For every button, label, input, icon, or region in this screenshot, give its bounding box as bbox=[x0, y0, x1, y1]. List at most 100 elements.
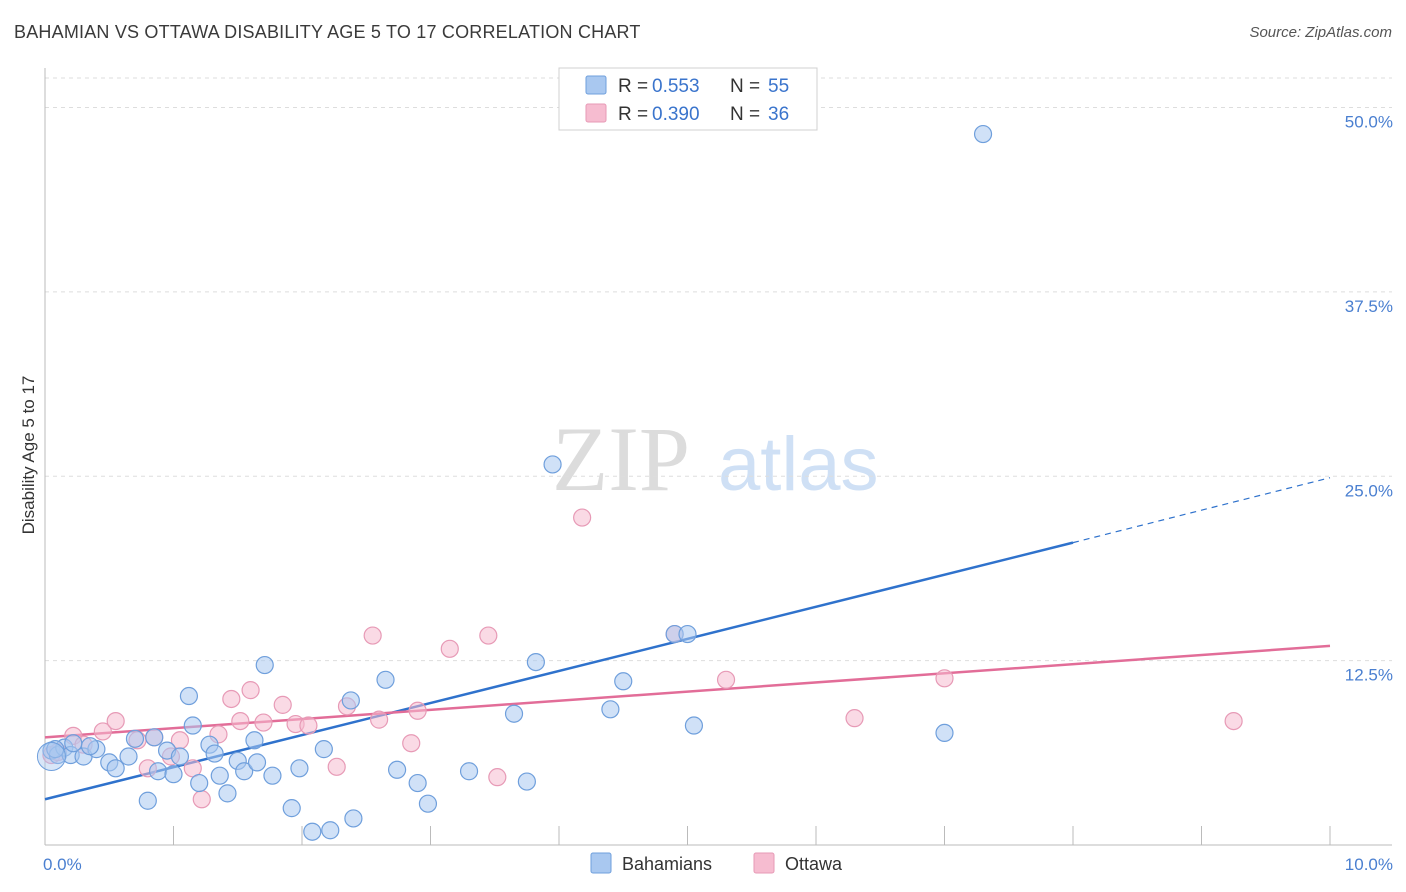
point-ottawa bbox=[222, 689, 241, 709]
point-ottawa bbox=[363, 626, 382, 645]
point-bahamians bbox=[517, 772, 536, 791]
legend-n-label-ottawa: N = bbox=[730, 104, 760, 125]
point-bahamians bbox=[190, 773, 209, 793]
point-bahamians bbox=[341, 691, 360, 710]
point-ottawa bbox=[845, 709, 864, 728]
source-credit: Source: ZipAtlas.com bbox=[1249, 24, 1392, 41]
point-bahamians bbox=[218, 784, 237, 803]
legend-swatch-ottawa bbox=[585, 103, 607, 123]
x-tick-label: 0.0% bbox=[43, 855, 82, 874]
point-bahamians bbox=[164, 765, 183, 784]
point-bahamians bbox=[935, 723, 954, 743]
point-ottawa bbox=[106, 711, 125, 731]
axes bbox=[44, 68, 1392, 846]
point-bahamians bbox=[210, 766, 229, 785]
legend-swatch-bahamians bbox=[585, 75, 607, 95]
point-bahamians bbox=[290, 759, 309, 778]
y-axis-label: Disability Age 5 to 17 bbox=[19, 376, 38, 535]
point-bahamians bbox=[145, 728, 164, 747]
point-bahamians bbox=[543, 455, 562, 474]
point-ottawa bbox=[241, 681, 260, 700]
point-ottawa bbox=[573, 508, 592, 527]
point-bahamians bbox=[255, 655, 274, 675]
point-ottawa bbox=[440, 639, 459, 658]
point-bahamians bbox=[526, 652, 545, 672]
y-tick-label: 37.5% bbox=[1345, 297, 1393, 316]
point-ottawa bbox=[408, 701, 427, 720]
legend-n-value-ottawa: 36 bbox=[768, 104, 789, 125]
point-ottawa bbox=[935, 669, 954, 688]
point-ottawa bbox=[327, 757, 346, 776]
trend-line-bahamians-extension bbox=[1072, 477, 1331, 544]
x-tick-label: 10.0% bbox=[1345, 855, 1393, 874]
point-bahamians bbox=[408, 773, 427, 793]
point-bahamians bbox=[678, 624, 697, 644]
watermark: ZIP atlas bbox=[552, 408, 879, 510]
point-bahamians bbox=[344, 809, 363, 828]
point-bahamians bbox=[376, 670, 395, 689]
point-ottawa bbox=[402, 734, 421, 753]
point-ottawa bbox=[192, 790, 211, 809]
point-bahamians bbox=[504, 704, 524, 723]
point-bahamians bbox=[314, 740, 333, 759]
trend-line-bahamians bbox=[44, 541, 1074, 801]
point-bahamians bbox=[973, 124, 993, 144]
y-tick-label: 50.0% bbox=[1345, 113, 1393, 132]
legend-r-label-bahamians: R = bbox=[618, 76, 648, 97]
bottom-legend-swatch-bahamians bbox=[590, 852, 612, 874]
point-bahamians bbox=[64, 734, 83, 753]
point-ottawa bbox=[93, 722, 112, 741]
y-tick-label: 25.0% bbox=[1345, 481, 1393, 500]
point-bahamians bbox=[106, 759, 125, 778]
legend-r-value-bahamians: 0.553 bbox=[652, 76, 700, 97]
point-bahamians bbox=[183, 716, 202, 735]
point-ottawa bbox=[231, 711, 250, 731]
point-bahamians bbox=[179, 686, 199, 706]
point-bahamians bbox=[148, 762, 168, 781]
point-bahamians bbox=[263, 766, 282, 785]
legend-n-value-bahamians: 55 bbox=[768, 76, 789, 97]
point-ottawa bbox=[479, 626, 498, 645]
watermark-atlas: atlas bbox=[718, 422, 879, 507]
tick-labels: 12.5% 25.0% 37.5% 50.0% 0.0% 10.0% bbox=[43, 113, 1393, 875]
point-bahamians bbox=[321, 821, 340, 840]
point-bahamians bbox=[303, 822, 322, 841]
legend-n-label-bahamians: N = bbox=[730, 76, 760, 97]
point-bahamians bbox=[138, 791, 157, 810]
point-bahamians bbox=[247, 753, 267, 772]
point-bahamians bbox=[119, 747, 138, 766]
legend-r-label-ottawa: R = bbox=[618, 104, 648, 125]
point-bahamians bbox=[459, 762, 479, 781]
point-bahamians bbox=[170, 747, 190, 766]
point-bahamians bbox=[205, 744, 224, 763]
point-bahamians bbox=[387, 760, 407, 779]
grid bbox=[45, 77, 1392, 662]
point-bahamians bbox=[282, 799, 301, 818]
data-points bbox=[36, 124, 1243, 841]
point-bahamians bbox=[418, 794, 438, 813]
watermark-zip: ZIP bbox=[552, 408, 690, 510]
point-bahamians bbox=[601, 700, 620, 719]
point-bahamians bbox=[245, 731, 264, 750]
point-ottawa bbox=[488, 768, 507, 787]
chart-title: BAHAMIAN VS OTTAWA DISABILITY AGE 5 TO 1… bbox=[14, 22, 641, 42]
legend: R = 0.553 N = 55 R = 0.390 N = 36 bbox=[558, 67, 818, 131]
point-bahamians-cluster bbox=[36, 742, 66, 771]
bottom-legend: Bahamians Ottawa bbox=[590, 852, 843, 874]
point-ottawa bbox=[299, 716, 318, 735]
point-ottawa bbox=[1224, 711, 1243, 731]
legend-r-value-ottawa: 0.390 bbox=[652, 104, 700, 125]
point-ottawa bbox=[716, 670, 736, 689]
point-ottawa bbox=[254, 713, 273, 732]
point-bahamians bbox=[235, 762, 254, 781]
point-ottawa bbox=[370, 710, 389, 729]
point-bahamians bbox=[125, 729, 145, 748]
y-tick-label: 12.5% bbox=[1345, 666, 1393, 685]
point-bahamians bbox=[80, 737, 100, 756]
point-ottawa bbox=[273, 695, 292, 714]
bottom-legend-swatch-ottawa bbox=[753, 852, 775, 874]
bottom-legend-label-ottawa: Ottawa bbox=[785, 854, 843, 874]
point-bahamians bbox=[614, 672, 633, 691]
point-bahamians bbox=[684, 716, 704, 735]
